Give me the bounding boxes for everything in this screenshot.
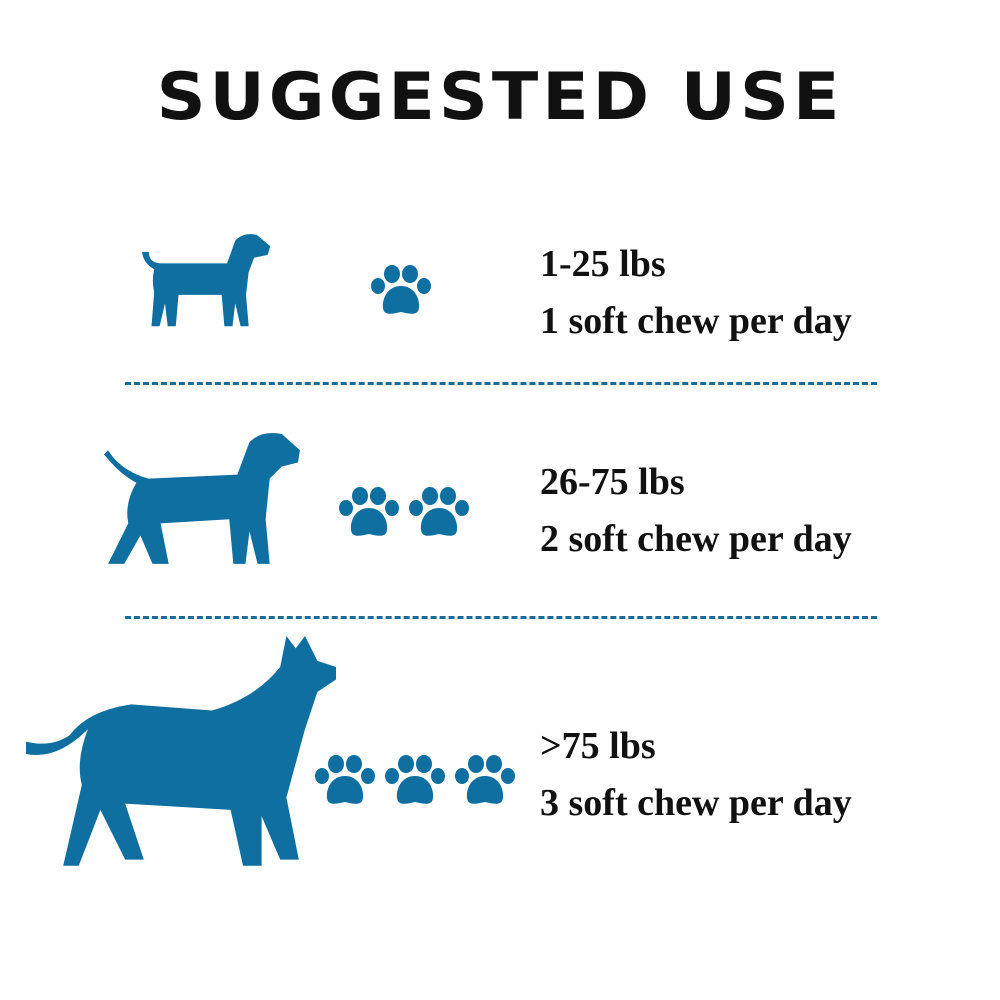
dosage: 3 soft chew per day: [540, 782, 852, 824]
row-1-text: 1-25 lbs 1 soft chew per day: [540, 236, 852, 350]
small-dog-icon: [142, 234, 271, 327]
weight-range: 26-75 lbs: [540, 461, 685, 503]
paw-group: [314, 752, 516, 808]
dosage: 1 soft chew per day: [540, 300, 852, 342]
paw-icon: [315, 755, 375, 804]
divider: [125, 616, 877, 619]
paw-icon: [339, 487, 399, 536]
paw-group: [370, 262, 432, 318]
paw-group: [338, 484, 470, 540]
medium-dog-icon: [104, 433, 300, 564]
paw-icon: [455, 755, 515, 804]
weight-range: 1-25 lbs: [540, 243, 666, 285]
row-3-text: >75 lbs 3 soft chew per day: [540, 718, 852, 832]
weight-range: >75 lbs: [540, 725, 656, 767]
dosage: 2 soft chew per day: [540, 518, 852, 560]
page-title: SUGGESTED USE: [156, 59, 844, 136]
row-2-text: 26-75 lbs 2 soft chew per day: [540, 454, 852, 568]
large-dog-icon: [26, 636, 336, 866]
paw-icon: [371, 265, 431, 314]
divider: [125, 382, 877, 385]
paw-icon: [385, 755, 445, 804]
paw-icon: [409, 487, 469, 536]
